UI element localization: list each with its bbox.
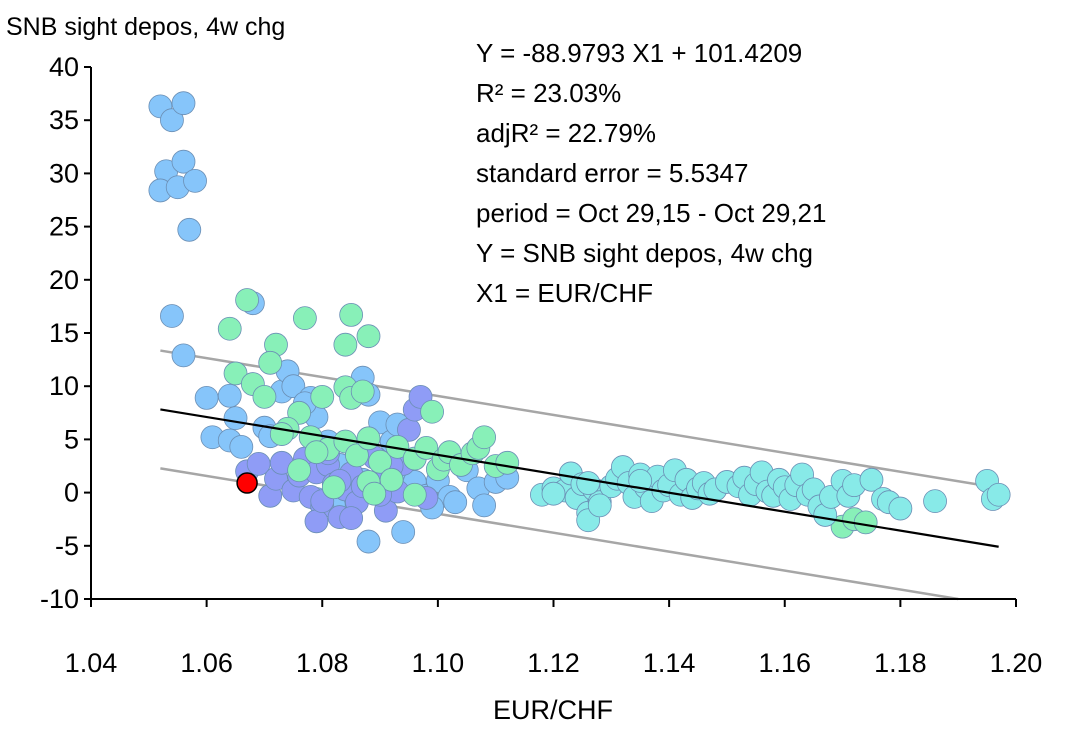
x-tick-label: 1.10: [412, 648, 465, 678]
x-tick-label: 1.16: [758, 648, 811, 678]
data-point: [223, 361, 248, 386]
regression-stats: Y = -88.9793 X1 + 101.4209 R² = 23.03% a…: [476, 38, 826, 308]
data-point: [443, 490, 468, 515]
y-ticks: -10 -5 0 5 10 15 20 25 30 35 40: [40, 52, 91, 614]
data-point: [356, 529, 381, 554]
x-tick-label: 1.20: [990, 648, 1043, 678]
upper-band-line: [160, 349, 999, 490]
x-tick-label: 1.18: [874, 648, 927, 678]
x-ticks: 1.04 1.06 1.08 1.10 1.12 1.14 1.16 1.18 1.20: [65, 599, 1043, 678]
data-point: [321, 475, 346, 500]
data-point: [217, 383, 242, 408]
data-point: [171, 343, 196, 368]
data-point: [171, 91, 196, 116]
data-point: [420, 399, 444, 424]
stat-std-error: standard error = 5.5347: [476, 158, 748, 188]
data-point: [310, 384, 335, 409]
data-point: [229, 434, 254, 459]
data-point: [350, 379, 375, 404]
data-point: [345, 443, 369, 468]
y-tick-label: 0: [64, 478, 79, 508]
x-tick-label: 1.08: [296, 648, 349, 678]
y-tick-label: 35: [49, 105, 79, 135]
regression-line-group: [160, 408, 999, 548]
data-point: [472, 425, 497, 450]
data-point: [391, 520, 416, 544]
scatter-points: [148, 91, 1011, 554]
stat-adj-r-squared: adjR² = 22.79%: [476, 118, 656, 148]
y-axis-title: SNB sight depos, 4w chg: [6, 13, 285, 41]
data-point: [362, 481, 387, 506]
data-point: [368, 449, 392, 474]
stat-y-definition: Y = SNB sight depos, 4w chg: [476, 238, 813, 268]
stat-x-definition: X1 = EUR/CHF: [476, 278, 653, 308]
x-tick-label: 1.14: [643, 648, 696, 678]
data-point: [223, 406, 248, 431]
data-point: [541, 481, 566, 506]
data-point: [356, 324, 381, 349]
y-tick-label: 30: [49, 158, 79, 188]
data-point: [258, 350, 283, 375]
data-point: [339, 506, 364, 531]
stat-equation: Y = -88.9793 X1 + 101.4209: [476, 38, 802, 68]
data-point: [356, 426, 381, 451]
data-point: [339, 303, 364, 327]
data-point: [252, 384, 277, 409]
data-point: [495, 450, 520, 475]
x-tick-label: 1.12: [527, 648, 580, 678]
data-point: [587, 493, 612, 518]
data-point: [888, 496, 913, 521]
y-tick-label: 40: [49, 52, 79, 82]
data-point: [287, 458, 312, 483]
y-tick-label: -5: [55, 531, 79, 561]
data-point: [923, 489, 947, 514]
data-point: [160, 108, 184, 133]
data-point: [160, 304, 184, 328]
data-point: [853, 510, 878, 535]
data-point: [402, 482, 427, 507]
y-tick-label: 10: [49, 371, 79, 401]
x-tick-label: 1.06: [180, 648, 233, 678]
stat-period: period = Oct 29,15 - Oct 29,21: [476, 198, 826, 228]
data-point: [269, 422, 294, 446]
y-tick-label: 20: [49, 265, 79, 295]
data-point: [859, 467, 884, 492]
data-point: [293, 306, 317, 331]
y-tick-label: -10: [40, 584, 79, 614]
data-point: [304, 440, 329, 465]
data-point: [472, 493, 497, 518]
regression-line: [160, 408, 999, 548]
data-point: [194, 386, 219, 410]
stat-r-squared: R² = 23.03%: [476, 78, 621, 108]
data-point: [986, 482, 1011, 507]
x-tick-label: 1.04: [65, 648, 118, 678]
data-point: [235, 288, 259, 312]
data-point: [177, 217, 202, 242]
data-point: [576, 471, 601, 495]
y-tick-label: 25: [49, 212, 79, 242]
y-tick-label: 5: [64, 424, 79, 454]
data-point: [183, 168, 207, 193]
data-point: [171, 149, 196, 174]
y-tick-label: 15: [49, 318, 79, 348]
latest-point: [236, 472, 258, 494]
x-axis-title: EUR/CHF: [493, 695, 613, 725]
data-point: [333, 332, 358, 357]
data-point: [281, 374, 306, 399]
data-point: [304, 509, 329, 534]
data-point: [217, 316, 242, 341]
